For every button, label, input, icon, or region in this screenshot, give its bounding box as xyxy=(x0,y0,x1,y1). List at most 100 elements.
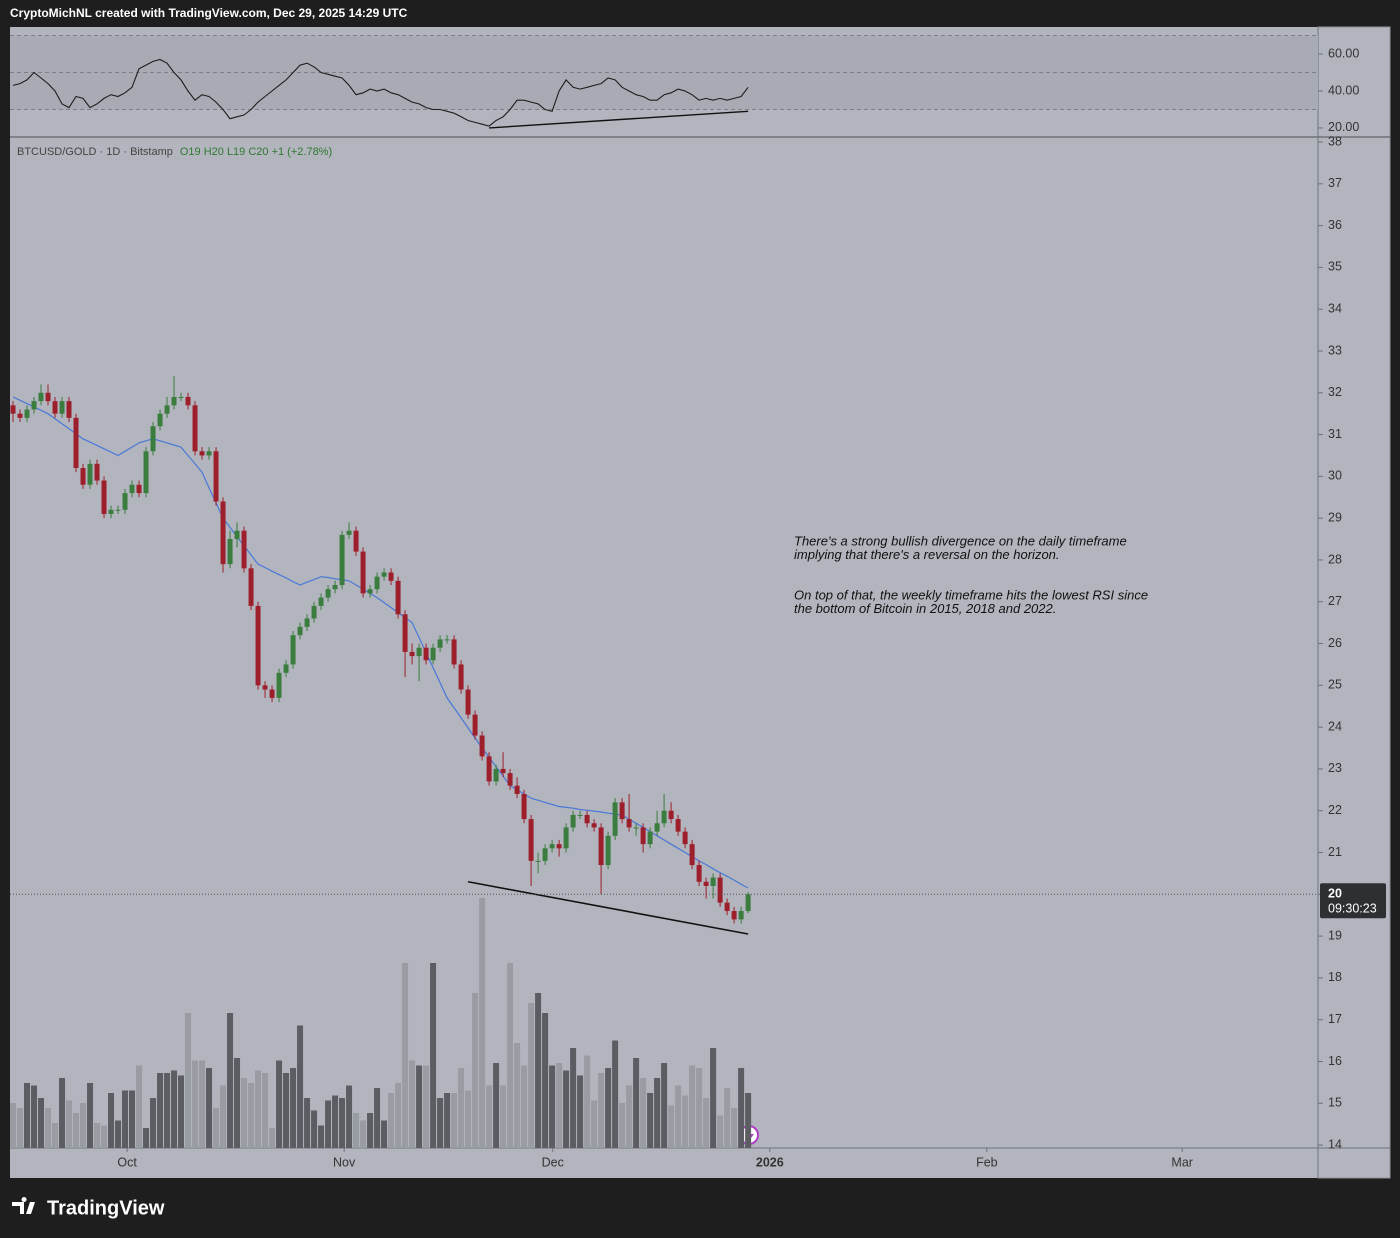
candle-body xyxy=(654,823,660,832)
volume-bar xyxy=(458,1068,465,1148)
candle-body xyxy=(563,827,569,849)
volume-bar xyxy=(94,1123,101,1148)
volume-bar xyxy=(528,1003,535,1148)
volume-bar xyxy=(150,1098,157,1148)
candle-body xyxy=(199,451,205,456)
candle-body xyxy=(367,589,373,594)
volume-bar xyxy=(591,1100,598,1148)
tradingview-logo: TradingView xyxy=(12,1197,165,1219)
legend-symbol: BTCUSD/GOLD · 1D · Bitstamp xyxy=(17,146,173,158)
candle-body xyxy=(388,572,394,581)
candle-body xyxy=(430,647,436,661)
candle-body xyxy=(717,877,723,903)
volume-bar xyxy=(465,1090,472,1148)
y-tick-label: 36 xyxy=(1328,218,1342,232)
volume-bar xyxy=(206,1068,213,1148)
volume-bar xyxy=(122,1090,129,1148)
candle-body xyxy=(318,597,324,606)
candle-body xyxy=(619,802,625,820)
y-tick-label: 23 xyxy=(1328,761,1342,775)
volume-bar xyxy=(325,1100,332,1148)
volume-bar xyxy=(395,1083,402,1148)
candle-body xyxy=(465,689,471,715)
rsi-line xyxy=(12,58,749,127)
candle-body xyxy=(339,534,345,586)
volume-bar xyxy=(388,1093,395,1148)
candle-body xyxy=(535,860,541,862)
y-tick-label: 17 xyxy=(1328,1012,1342,1026)
y-tick-label: 37 xyxy=(1328,176,1342,190)
annotation-text: There's a strong bullish divergence on t… xyxy=(794,533,1127,548)
brand-name: TradingView xyxy=(47,1197,165,1219)
candle-body xyxy=(542,848,548,861)
candle-body xyxy=(213,451,219,502)
volume-bar xyxy=(563,1070,570,1148)
volume-bar xyxy=(178,1075,185,1148)
candle-body xyxy=(227,539,233,565)
candle-body xyxy=(514,785,520,795)
volume-bar xyxy=(731,1108,738,1148)
x-tick-label: Mar xyxy=(1171,1155,1193,1169)
candle-body xyxy=(570,814,576,828)
candle-body xyxy=(52,401,58,414)
volume-bar xyxy=(367,1113,374,1148)
candle-body xyxy=(640,827,646,845)
volume-bar xyxy=(59,1078,66,1148)
y-tick-label: 32 xyxy=(1328,385,1342,399)
rsi-tick-label: 40.00 xyxy=(1328,83,1359,97)
candle-body xyxy=(724,902,730,912)
candle-body xyxy=(311,605,317,619)
volume-bar xyxy=(346,1085,353,1148)
volume-bar xyxy=(654,1078,661,1148)
volume-bar xyxy=(514,1043,521,1148)
x-tick-label: Oct xyxy=(117,1155,137,1169)
candle-body xyxy=(283,664,289,673)
candle-body xyxy=(598,827,604,866)
volume-bar xyxy=(262,1073,269,1148)
volume-bar xyxy=(297,1025,304,1148)
candle-body xyxy=(556,844,562,849)
volume-bar xyxy=(276,1060,283,1148)
volume-bar xyxy=(52,1123,59,1148)
volume-bar xyxy=(472,993,479,1148)
volume-bar xyxy=(136,1065,143,1148)
candle-body xyxy=(24,409,30,418)
candle-body xyxy=(458,664,464,690)
candle-body xyxy=(395,580,401,615)
candle-body xyxy=(157,413,163,427)
candle-body xyxy=(185,396,191,406)
volume-bar xyxy=(500,1085,507,1148)
volume-bar xyxy=(374,1088,381,1148)
volume-bar xyxy=(283,1073,290,1148)
candle-body xyxy=(689,844,695,866)
volume-bar xyxy=(486,1085,493,1148)
candle-body xyxy=(290,635,296,665)
candle-body xyxy=(164,405,170,414)
candle-body xyxy=(38,392,44,402)
candle-body xyxy=(325,589,331,598)
candle-body xyxy=(143,451,149,494)
volume-bar xyxy=(598,1073,605,1148)
volume-bar xyxy=(66,1100,73,1148)
candle-body xyxy=(479,735,485,757)
candle-body xyxy=(178,396,184,398)
candle-body xyxy=(80,468,86,485)
volume-bar xyxy=(45,1108,52,1148)
header-title: CryptoMichNL created with TradingView.co… xyxy=(10,6,408,20)
x-tick-label: Dec xyxy=(542,1155,564,1169)
volume-bar xyxy=(416,1065,423,1148)
candle-body xyxy=(528,819,534,861)
y-tick-label: 22 xyxy=(1328,803,1342,817)
volume-bar xyxy=(724,1088,731,1148)
candle-body xyxy=(108,509,114,514)
candle-body xyxy=(59,401,65,414)
volume-bar xyxy=(675,1085,682,1148)
candle-body xyxy=(122,493,128,510)
y-tick-label: 15 xyxy=(1328,1096,1342,1110)
volume-bar xyxy=(430,963,437,1148)
volume-bar xyxy=(689,1065,696,1148)
candle-body xyxy=(171,396,177,406)
volume-bar xyxy=(143,1128,150,1148)
y-tick-label: 26 xyxy=(1328,636,1342,650)
